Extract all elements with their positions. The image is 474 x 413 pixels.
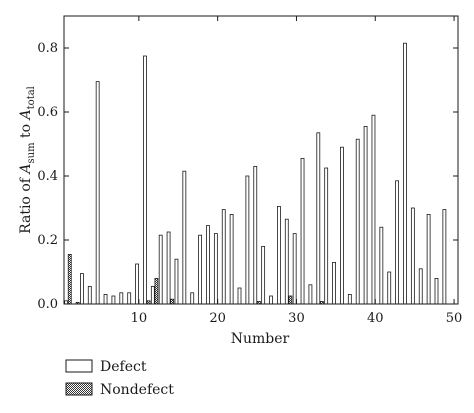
bar-defect-21 <box>221 209 226 305</box>
bar-defect-18 <box>198 234 203 305</box>
legend-swatch-nondefect <box>65 382 93 396</box>
bar-defect-34 <box>324 167 329 305</box>
x-axis-title: Number <box>231 331 290 347</box>
bar-defect-22 <box>229 213 234 305</box>
y-tick-label: 0.2 <box>37 233 58 248</box>
x-tick-label: 50 <box>446 311 463 326</box>
bar-defect-11 <box>143 55 147 305</box>
bar-defect-46 <box>418 268 423 305</box>
bar-nondefect-29 <box>288 295 293 305</box>
bar-defect-36 <box>340 146 344 305</box>
bar-defect-6 <box>103 293 108 305</box>
bar-defect-33 <box>316 132 321 305</box>
bar-defect-47 <box>426 213 431 305</box>
y-title-total-sub: total <box>26 86 37 109</box>
plot-frame <box>63 15 459 305</box>
bar-defect-19 <box>206 225 210 305</box>
bar-defect-31 <box>300 157 305 305</box>
bar-defect-7 <box>111 295 116 305</box>
ticks-layer: 0.0 0.2 0.4 0.6 0.8 10 20 30 40 50 <box>37 16 462 326</box>
bar-nondefect-14 <box>170 298 175 305</box>
bar-defect-3 <box>80 273 84 305</box>
bar-defect-4 <box>87 285 92 305</box>
y-title-a-sum: A <box>18 163 34 175</box>
bars-layer <box>64 42 447 305</box>
bar-defect-25 <box>253 165 258 305</box>
bar-defect-28 <box>276 205 281 305</box>
bar-defect-17 <box>190 292 195 305</box>
bar-defect-45 <box>410 207 415 305</box>
y-title-sum-sub: sum <box>26 142 37 164</box>
bar-defect-43 <box>395 180 400 305</box>
y-title-mid: to <box>18 119 34 142</box>
bar-nondefect-12 <box>154 277 159 305</box>
bar-defect-24 <box>245 175 250 305</box>
bar-defect-15 <box>174 258 179 305</box>
bar-defect-23 <box>237 287 242 305</box>
bar-defect-16 <box>182 170 187 305</box>
bar-defect-32 <box>308 284 313 305</box>
bar-defect-14 <box>166 231 171 305</box>
bar-defect-9 <box>127 292 132 305</box>
y-tick-label: 0.6 <box>37 105 58 120</box>
bar-defect-12 <box>150 285 155 305</box>
bar-defect-10 <box>135 263 139 305</box>
legend: Defect Nondefect <box>65 359 174 398</box>
bar-defect-8 <box>119 292 124 305</box>
bar-defect-29 <box>284 218 289 305</box>
x-tick-label: 30 <box>288 311 305 326</box>
bar-defect-26 <box>261 245 266 305</box>
bar-nondefect-1 <box>67 253 72 305</box>
bar-defect-41 <box>379 226 384 305</box>
legend-label-nondefect: Nondefect <box>100 382 174 398</box>
y-title-a-total: A <box>18 109 34 121</box>
y-axis-title: Ratio of Asum to Atotal <box>18 86 37 234</box>
bar-defect-37 <box>347 293 352 305</box>
legend-label-defect: Defect <box>100 359 147 375</box>
bar-defect-30 <box>292 233 297 305</box>
bar-defect-27 <box>269 295 273 305</box>
bar-defect-48 <box>434 277 439 305</box>
bar-defect-42 <box>387 271 392 305</box>
bar-defect-35 <box>332 261 336 305</box>
x-tick-label: 20 <box>209 311 226 326</box>
bar-defect-38 <box>355 138 360 305</box>
bar-defect-5 <box>95 81 100 305</box>
y-tick-label: 0.8 <box>37 41 58 56</box>
bar-defect-49 <box>442 209 447 305</box>
bar-defect-13 <box>158 234 163 305</box>
bar-defect-40 <box>371 114 376 305</box>
x-tick-label: 10 <box>131 311 148 326</box>
legend-swatch-defect <box>65 359 93 373</box>
y-title-prefix: Ratio of <box>18 174 34 234</box>
y-tick-label: 0.4 <box>37 169 58 184</box>
x-tick-label: 40 <box>367 311 384 326</box>
y-tick-label: 0.0 <box>37 297 58 312</box>
bar-defect-39 <box>363 126 368 305</box>
bar-defect-44 <box>403 42 407 305</box>
bar-defect-20 <box>213 233 218 305</box>
